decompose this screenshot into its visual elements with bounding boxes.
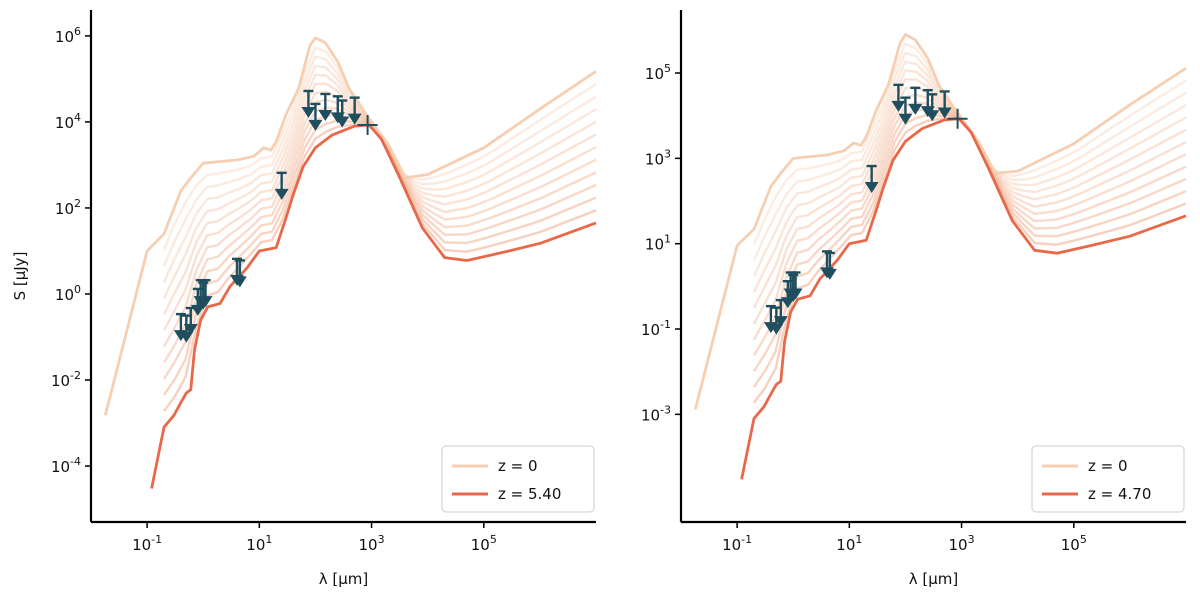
x-tick-label: 10-1 xyxy=(132,533,162,554)
upper-limit-marker xyxy=(335,99,350,128)
upper-limit-marker xyxy=(822,251,837,280)
faded-redshift-curve xyxy=(162,90,597,332)
detection-marker xyxy=(357,114,378,135)
upper-limit-marker xyxy=(937,90,952,119)
upper-limit-marker xyxy=(908,86,923,115)
y-tick-label: 10-3 xyxy=(641,403,671,424)
chart-panel-2: 10-1 101 103 105 10-3 10-1 101 103 105 λ [μm] z = … xyxy=(641,10,1187,588)
y-tick-label: 106 xyxy=(55,25,81,46)
y-tick-label: 102 xyxy=(55,197,81,218)
x-tick-label: 103 xyxy=(949,533,975,554)
faded-redshift-curve xyxy=(752,78,1187,309)
legend-label: z = 5.40 xyxy=(498,485,561,503)
y-tick-label: 103 xyxy=(645,147,671,168)
x-tick-label: 105 xyxy=(1061,533,1087,554)
legend-label: z = 4.70 xyxy=(1088,485,1151,503)
upper-limit-marker xyxy=(925,93,940,122)
x-tick-label: 101 xyxy=(836,533,862,554)
chart-panel-1: 10-1 101 103 105 10-4 10-2 100 102 104 106 λ [μm] S… xyxy=(11,10,597,588)
upper-limit-marker xyxy=(274,171,289,200)
y-axis-title: S [μJy] xyxy=(11,252,29,301)
series-line-zhigh xyxy=(740,117,1187,480)
legend: z = 0 z = 5.40 xyxy=(441,445,595,513)
faded-redshift-curve xyxy=(752,42,1187,246)
upper-limit-marker xyxy=(232,259,247,288)
x-tick-label: 101 xyxy=(246,533,272,554)
series-line-z0 xyxy=(103,36,597,416)
x-axis-title: λ [μm] xyxy=(909,570,959,588)
detection-marker xyxy=(947,108,968,129)
upper-limit-marker xyxy=(308,102,323,131)
faded-redshift-curve xyxy=(752,60,1187,277)
y-tick-label: 104 xyxy=(55,111,81,132)
upper-limit-marker xyxy=(347,96,362,125)
upper-limit-marker xyxy=(864,164,879,194)
x-tick-label: 10-1 xyxy=(722,533,752,554)
upper-limit-marker xyxy=(891,83,906,112)
upper-limit-marker xyxy=(318,92,333,122)
y-tick-label: 105 xyxy=(645,62,671,83)
upper-limit-marker xyxy=(898,96,913,125)
series-line-z0 xyxy=(693,33,1187,410)
faded-redshift-curve xyxy=(162,73,597,299)
faded-redshift-curve xyxy=(162,64,597,283)
x-tick-label: 105 xyxy=(471,533,497,554)
x-axis-title: λ [μm] xyxy=(319,570,369,588)
y-tick-label: 100 xyxy=(55,283,81,304)
legend-label: z = 0 xyxy=(1088,457,1128,475)
y-tick-label: 10-1 xyxy=(641,318,671,339)
upper-limit-marker xyxy=(198,278,213,308)
y-tick-label: 10-4 xyxy=(51,455,81,476)
upper-limit-marker xyxy=(788,271,803,300)
y-tick-label: 101 xyxy=(645,233,671,254)
y-tick-label: 10-2 xyxy=(51,369,81,390)
series-line-zhigh xyxy=(150,123,597,489)
x-tick-label: 103 xyxy=(359,533,385,554)
legend: z = 0 z = 4.70 xyxy=(1031,445,1185,513)
upper-limit-marker xyxy=(301,89,316,118)
legend-label: z = 0 xyxy=(498,457,538,475)
